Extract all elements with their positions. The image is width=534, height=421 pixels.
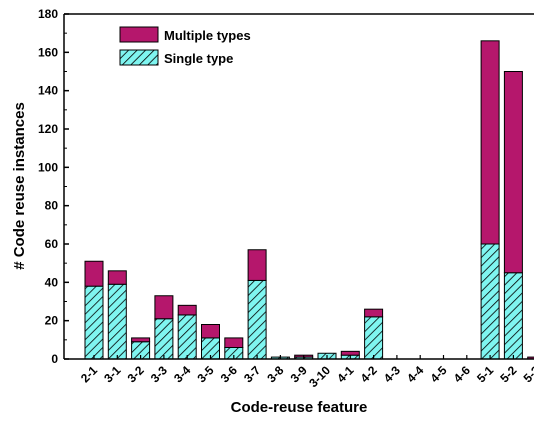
y-tick-label-60: 60: [45, 237, 59, 251]
x-tick-label-5-1: 5-1: [474, 363, 496, 385]
y-tick-label-180: 180: [38, 7, 58, 21]
y-tick-label-160: 160: [38, 45, 58, 59]
y-tick-label-0: 0: [51, 352, 58, 366]
bar-single-5-2: [503, 272, 523, 360]
bar-single-4-2: [364, 316, 384, 360]
axes-layer: [63, 13, 534, 360]
x-tick-label-4-2: 4-2: [358, 363, 380, 385]
x-tick-label-3-8: 3-8: [264, 363, 286, 385]
bar-multiple-4-2: [364, 308, 384, 318]
bar-multiple-3-2: [131, 337, 151, 343]
x-tick-label-3-4: 3-4: [171, 363, 193, 385]
bars-layer: [84, 40, 534, 360]
bar-multiple-3-4: [177, 304, 197, 316]
bar-multiple-5-3: [527, 356, 534, 360]
bar-multiple-5-2: [503, 71, 523, 274]
bar-single-3-7: [247, 279, 267, 360]
x-tick-label-3-5: 3-5: [194, 363, 216, 385]
x-tick-label-3-10: 3-10: [306, 363, 333, 390]
x-tick-label-3-2: 3-2: [125, 363, 147, 385]
bar-single-3-4: [177, 314, 197, 360]
y-tick-label-20: 20: [45, 314, 59, 328]
bar-single-2-1: [84, 285, 104, 360]
y-axis-title: # Code reuse instances: [11, 102, 28, 270]
bar-single-3-1: [107, 283, 127, 360]
bar-multiple-3-3: [154, 295, 174, 320]
x-tick-label-3-7: 3-7: [241, 363, 263, 385]
y-tick-label-120: 120: [38, 122, 58, 136]
x-tick-label-5-2: 5-2: [497, 363, 519, 385]
x-tick-label-2-1: 2-1: [78, 363, 100, 385]
x-tick-label-5-3: 5-3: [521, 363, 534, 385]
y-tick-label-100: 100: [38, 160, 58, 174]
bar-multiple-4-1: [340, 350, 360, 356]
bar-single-5-1: [480, 243, 500, 360]
x-axis-title: Code-reuse feature: [231, 399, 368, 416]
bar-multiple-3-6: [224, 337, 244, 348]
x-tick-label-4-6: 4-6: [451, 363, 473, 385]
bar-multiple-5-1: [480, 40, 500, 245]
x-tick-label-3-3: 3-3: [148, 363, 170, 385]
x-tick-label-4-5: 4-5: [427, 363, 449, 385]
y-tick-label-80: 80: [45, 199, 59, 213]
legend-label-multiple: Multiple types: [164, 28, 251, 43]
legend: Multiple types Single type: [112, 20, 282, 70]
bar-multiple-3-7: [247, 249, 267, 281]
x-tick-label-3-1: 3-1: [101, 363, 123, 385]
bar-multiple-3-1: [107, 270, 127, 285]
x-tick-label-4-4: 4-4: [404, 363, 426, 385]
legend-label-single: Single type: [164, 51, 233, 66]
y-tick-label-40: 40: [45, 275, 59, 289]
x-tick-label-4-3: 4-3: [381, 363, 403, 385]
bar-multiple-2-1: [84, 260, 104, 287]
y-tick-label-140: 140: [38, 84, 58, 98]
x-tick-label-4-1: 4-1: [334, 363, 356, 385]
x-tick-label-3-6: 3-6: [218, 363, 240, 385]
bar-multiple-3-5: [201, 324, 220, 339]
bar-single-3-3: [154, 318, 174, 360]
legend-swatch-multiple: [119, 26, 159, 43]
legend-swatch-single: [119, 49, 159, 66]
